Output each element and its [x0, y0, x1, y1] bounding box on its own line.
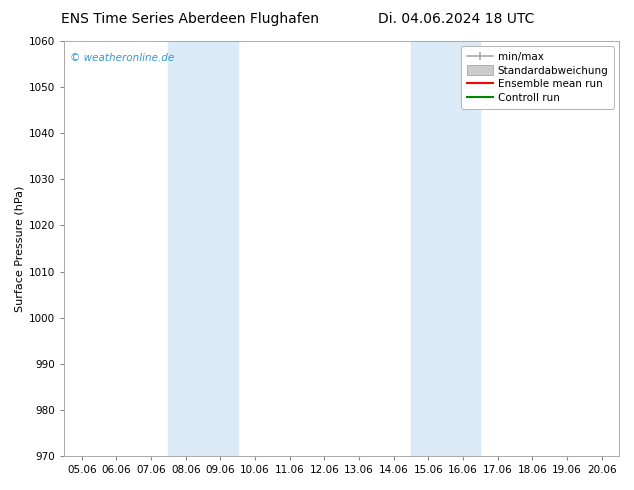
Legend: min/max, Standardabweichung, Ensemble mean run, Controll run: min/max, Standardabweichung, Ensemble me… — [462, 46, 614, 108]
Y-axis label: Surface Pressure (hPa): Surface Pressure (hPa) — [15, 185, 25, 312]
Text: Di. 04.06.2024 18 UTC: Di. 04.06.2024 18 UTC — [378, 12, 534, 26]
Text: © weatheronline.de: © weatheronline.de — [70, 53, 174, 64]
Bar — [169, 41, 238, 456]
Bar — [411, 41, 481, 456]
Text: ENS Time Series Aberdeen Flughafen: ENS Time Series Aberdeen Flughafen — [61, 12, 319, 26]
